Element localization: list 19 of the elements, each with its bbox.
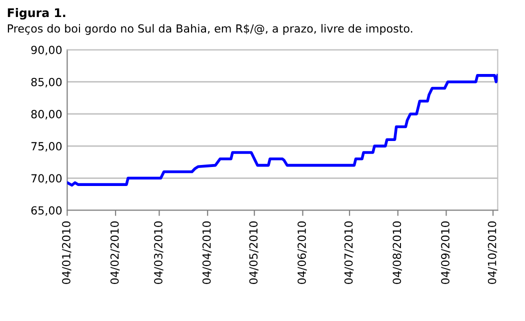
y-tick-label: 90,00 [31,46,62,56]
x-tick-label: 04/05/2010 [249,221,258,284]
x-tick-label: 04/02/2010 [110,221,120,284]
y-tick-label: 70,00 [31,174,62,184]
y-tick-label: 75,00 [31,142,62,152]
line-series [67,74,498,187]
x-tick-label: 04/07/2010 [344,221,354,284]
x-tick-label: 04/09/2010 [441,221,450,284]
x-tick-label: 04/06/2010 [298,221,307,284]
y-tick-label: 65,00 [31,206,62,216]
x-tick-label: 04/04/2010 [202,221,212,284]
y-tick-label: 85,00 [31,78,62,88]
y-tick-label: 80,00 [31,110,62,120]
x-tick-label: 04/01/2010 [62,221,72,284]
x-tick-label: 04/08/2010 [392,221,402,284]
chart-title: Figura 1. [8,8,66,20]
chart-subtitle: Preços do boi gordo no Sul da Bahia, em R$/@, a prazo, livre de imposto. [8,24,412,35]
x-tick-label: 04/10/2010 [488,221,498,284]
x-tick-label: 04/03/2010 [154,221,164,284]
